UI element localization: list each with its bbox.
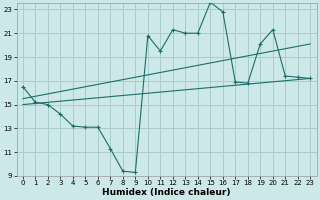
- X-axis label: Humidex (Indice chaleur): Humidex (Indice chaleur): [102, 188, 231, 197]
